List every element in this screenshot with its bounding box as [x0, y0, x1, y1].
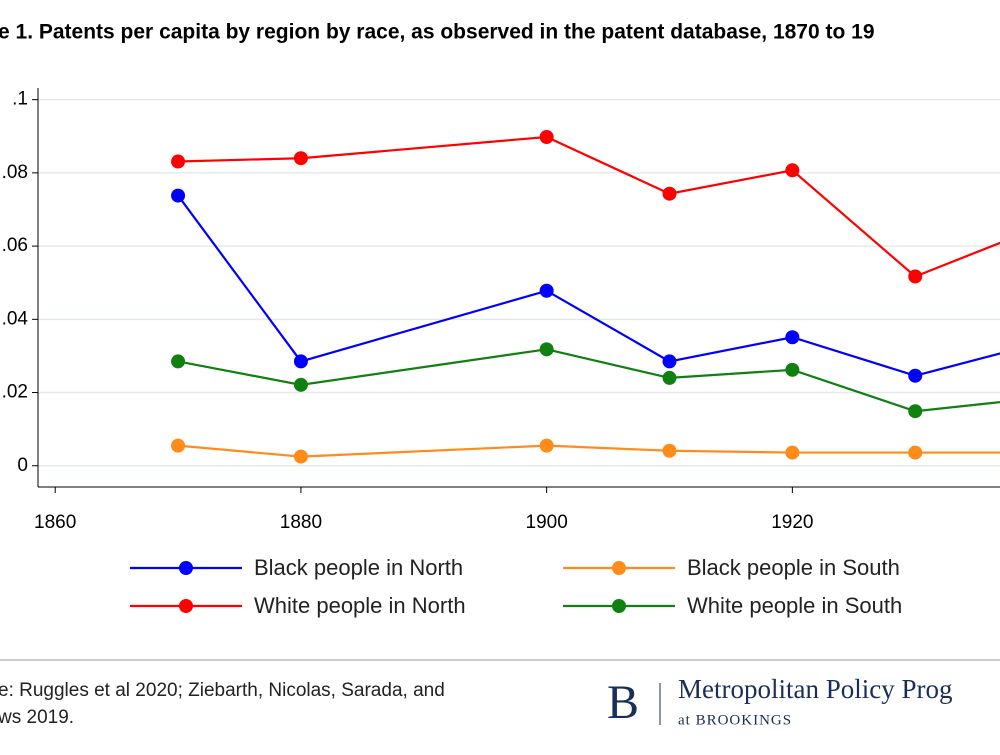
data-point	[662, 370, 677, 385]
legend: Black people in North Black people in Sou…	[130, 555, 902, 618]
legend-label: White people in South	[687, 593, 902, 618]
data-point	[662, 186, 677, 201]
logo-sub: at BROOKINGS	[678, 712, 792, 728]
data-point	[293, 354, 308, 369]
data-point	[171, 154, 186, 169]
data-point	[785, 445, 800, 460]
data-point	[662, 443, 677, 458]
data-point	[785, 163, 800, 178]
legend-label: Black people in North	[254, 555, 463, 580]
legend-marker	[612, 599, 626, 613]
y-tick-label: .02	[2, 382, 28, 403]
data-point	[293, 151, 308, 166]
legend-marker	[612, 561, 626, 575]
source-line: ws 2019.	[0, 707, 74, 728]
data-point	[785, 330, 800, 345]
data-point	[908, 445, 923, 460]
y-tick-label: .08	[2, 162, 28, 183]
data-point	[539, 438, 554, 453]
x-tick-label: 1880	[280, 512, 322, 533]
series-line	[177, 194, 1000, 377]
data-point	[539, 283, 554, 298]
legend-label: White people in North	[254, 593, 466, 618]
data-point	[908, 404, 923, 419]
data-point	[171, 354, 186, 369]
data-point	[908, 368, 923, 383]
data-point	[539, 342, 554, 357]
legend-label: Black people in South	[687, 555, 900, 580]
logo-letter: B	[607, 676, 639, 729]
data-point	[293, 377, 308, 392]
data-point	[171, 438, 186, 453]
legend-marker	[179, 561, 193, 575]
data-point	[908, 269, 923, 284]
x-tick-label: 1860	[34, 512, 76, 533]
data-point	[785, 362, 800, 377]
plot-area	[171, 129, 1000, 464]
logo-name: Metropolitan Policy Prog	[678, 674, 952, 704]
y-tick-label: .1	[12, 89, 28, 110]
x-tick-label: 1920	[771, 512, 813, 533]
grid	[38, 98, 1000, 467]
legend-marker	[179, 599, 193, 613]
y-tick-label: .04	[2, 308, 29, 329]
chart-title: e 1. Patents per capita by region by rac…	[0, 21, 875, 44]
y-tick-label: .06	[2, 235, 28, 256]
data-point	[293, 449, 308, 464]
data-point	[171, 188, 186, 203]
data-point	[662, 354, 677, 369]
data-point	[539, 129, 554, 144]
source-line: e: Ruggles et al 2020; Ziebarth, Nicolas…	[0, 680, 445, 701]
y-tick-label: 0	[17, 455, 28, 476]
x-tick-label: 1900	[526, 512, 568, 533]
